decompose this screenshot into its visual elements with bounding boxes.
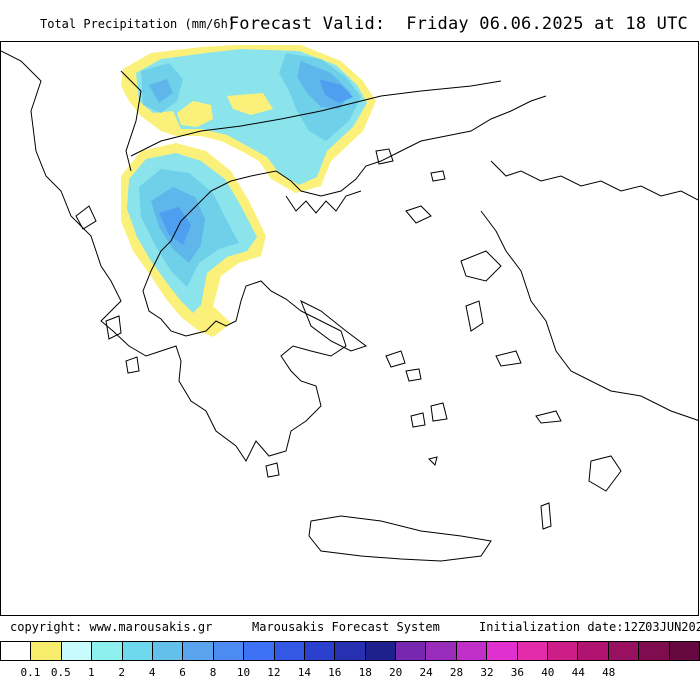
init-date: Initialization date:12Z03JUN2025 bbox=[479, 620, 700, 634]
header: Total Precipitation (mm/6h) Forecast Val… bbox=[0, 0, 700, 41]
color-scale-cell bbox=[578, 641, 609, 661]
ionian-corfu bbox=[75, 205, 97, 230]
precip-cyan-west-blob-core bbox=[149, 79, 173, 103]
color-scale-cell bbox=[456, 641, 488, 661]
ionian-kefalonia bbox=[105, 315, 122, 340]
border-nw bbox=[120, 70, 142, 172]
color-scale-tick-label: 20 bbox=[389, 666, 403, 679]
color-scale-cell bbox=[639, 641, 670, 661]
color-scale-tick-label: 0.5 bbox=[50, 666, 71, 679]
color-scale-tick-label: 28 bbox=[449, 666, 464, 679]
color-scale-tick-label: 4 bbox=[148, 666, 156, 679]
system-name: Marousakis Forecast System bbox=[252, 620, 440, 634]
color-scale-tick-label: 6 bbox=[179, 666, 186, 679]
karpathos bbox=[540, 502, 552, 530]
euboea bbox=[300, 299, 368, 352]
color-scale-tick-label: 12 bbox=[267, 666, 281, 679]
chios bbox=[465, 300, 484, 332]
map-title: Total Precipitation (mm/6h) bbox=[40, 17, 236, 31]
precip-yellow-hole-2 bbox=[227, 93, 273, 115]
lesbos bbox=[460, 250, 502, 282]
lemnos bbox=[405, 205, 432, 224]
precipitation-map bbox=[0, 41, 699, 616]
rhodes bbox=[588, 455, 622, 492]
color-scale-tick-label: 14 bbox=[297, 666, 311, 679]
color-scale-cell bbox=[0, 641, 32, 661]
color-scale-cell bbox=[61, 641, 93, 661]
color-scale-cell bbox=[487, 641, 518, 661]
forecast-valid-label: Forecast Valid: bbox=[228, 14, 386, 34]
color-scale-cell bbox=[274, 641, 305, 661]
color-scale-tick-label: 0.1 bbox=[20, 666, 41, 679]
color-scale-bar bbox=[0, 641, 700, 661]
color-scale-cell bbox=[426, 641, 457, 661]
color-scale-cell bbox=[304, 641, 336, 661]
tinos bbox=[405, 368, 422, 382]
forecast-valid-time: Friday 06.06.2025 at 18 UTC bbox=[406, 14, 688, 34]
border-north bbox=[130, 80, 502, 157]
color-scale-cell bbox=[548, 641, 579, 661]
color-scale-cell bbox=[152, 641, 184, 661]
color-scale-tick-label: 1 bbox=[87, 666, 95, 679]
color-scale-cell bbox=[365, 641, 397, 661]
turkey-coast-aegean bbox=[480, 210, 698, 421]
color-scale-cell bbox=[608, 641, 640, 661]
crete bbox=[308, 515, 492, 562]
color-scale-cell bbox=[396, 641, 427, 661]
color-scale-tick-label: 44 bbox=[571, 666, 585, 679]
paros bbox=[410, 412, 426, 428]
color-scale-tick-label: 24 bbox=[419, 666, 433, 679]
coastlines bbox=[1, 50, 698, 562]
color-scale-tick-label: 10 bbox=[236, 666, 251, 679]
precip-blue-north-core-2 bbox=[319, 79, 353, 103]
color-scale-cell bbox=[92, 641, 123, 661]
color-scale-cell bbox=[183, 641, 214, 661]
color-scale-cell bbox=[122, 641, 153, 661]
kos bbox=[535, 410, 562, 424]
color-scale-tick-label: 8 bbox=[209, 666, 217, 679]
color-scale-cell bbox=[213, 641, 245, 661]
footer: copyright: www.marousakis.gr Marousakis … bbox=[0, 616, 700, 640]
map-canvas bbox=[1, 45, 698, 562]
color-scale-tick-label: 36 bbox=[510, 666, 525, 679]
mainland-coast bbox=[1, 50, 547, 462]
samos bbox=[495, 350, 522, 367]
samothrace bbox=[430, 170, 446, 182]
copyright-text: copyright: www.marousakis.gr bbox=[10, 620, 213, 634]
color-scale-cell bbox=[517, 641, 549, 661]
precip-field-west bbox=[121, 143, 266, 337]
kythira bbox=[265, 462, 280, 478]
color-scale-cell bbox=[335, 641, 366, 661]
color-scale-tick-label: 48 bbox=[602, 666, 616, 679]
color-scale-tick-label: 18 bbox=[358, 666, 372, 679]
color-scale-cell bbox=[669, 641, 700, 661]
color-scale-tick-label: 40 bbox=[541, 666, 555, 679]
color-scale-tick-label: 32 bbox=[480, 666, 494, 679]
thasos bbox=[375, 148, 394, 165]
color-scale-cell bbox=[31, 641, 62, 661]
color-scale-tick-label: 16 bbox=[328, 666, 342, 679]
andros bbox=[385, 350, 406, 368]
naxos bbox=[430, 402, 448, 422]
precip-blue-west-core-2 bbox=[159, 207, 191, 245]
precip-yellow-hole bbox=[177, 101, 213, 127]
forecast-valid: Forecast Valid: Friday 06.06.2025 at 18 … bbox=[229, 14, 688, 34]
santorini bbox=[428, 456, 438, 466]
precip-field-north bbox=[121, 45, 376, 193]
color-scale-tick-label: 2 bbox=[118, 666, 126, 679]
turkey-coast bbox=[490, 160, 698, 201]
ionian-zakynthos bbox=[125, 356, 140, 374]
color-scale-cell bbox=[244, 641, 275, 661]
chalkidiki bbox=[285, 190, 362, 214]
